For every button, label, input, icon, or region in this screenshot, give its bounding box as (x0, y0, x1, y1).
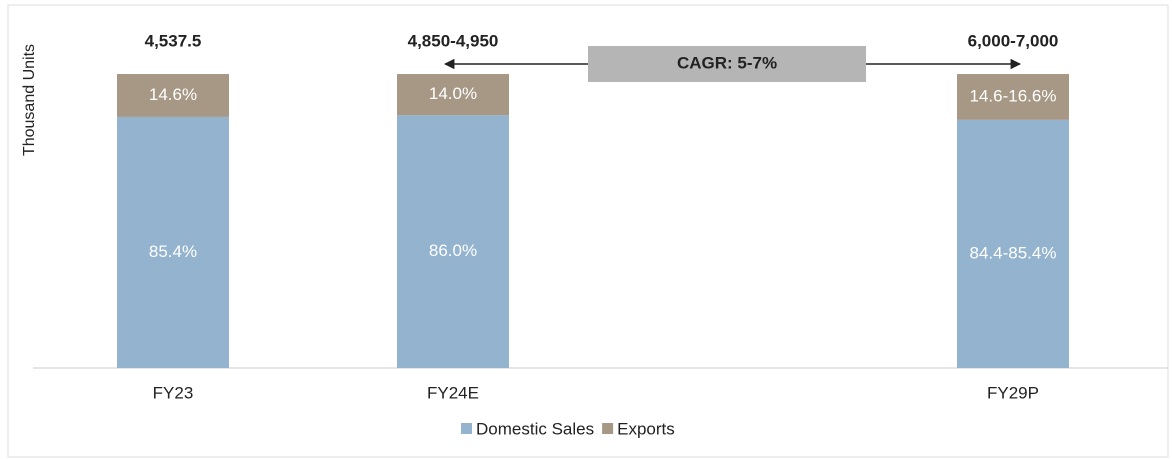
value-label: 84.4-85.4% (970, 243, 1057, 262)
legend-swatch (461, 423, 472, 434)
bar-segment (117, 74, 229, 117)
frame (7, 4, 1169, 458)
legend-label: Exports (617, 419, 675, 438)
total-label: 4,850-4,950 (408, 31, 499, 50)
bar-segment (117, 116, 229, 368)
total-label: 6,000-7,000 (968, 31, 1059, 50)
value-label: 85.4% (149, 242, 197, 261)
total-label: 4,537.5 (145, 31, 202, 50)
annotation-box (588, 46, 866, 82)
value-label: 14.6-16.6% (970, 86, 1057, 105)
x-tick-label: FY29P (987, 383, 1039, 402)
bar-segment (957, 119, 1069, 368)
y-axis-label: Thousand Units (21, 44, 38, 156)
value-label: 14.0% (429, 84, 477, 103)
legend-swatch (602, 423, 614, 434)
value-label: 14.6% (149, 85, 197, 104)
bar-segment (957, 74, 1069, 120)
bar-segment (397, 74, 509, 116)
annotation: CAGR: 5-7% (677, 53, 777, 72)
value-label: 86.0% (429, 241, 477, 260)
x-tick-label: FY23 (153, 383, 194, 402)
legend-label: Domestic Sales (476, 419, 594, 438)
bar-segment (397, 115, 509, 368)
x-tick-label: FY24E (427, 383, 479, 402)
